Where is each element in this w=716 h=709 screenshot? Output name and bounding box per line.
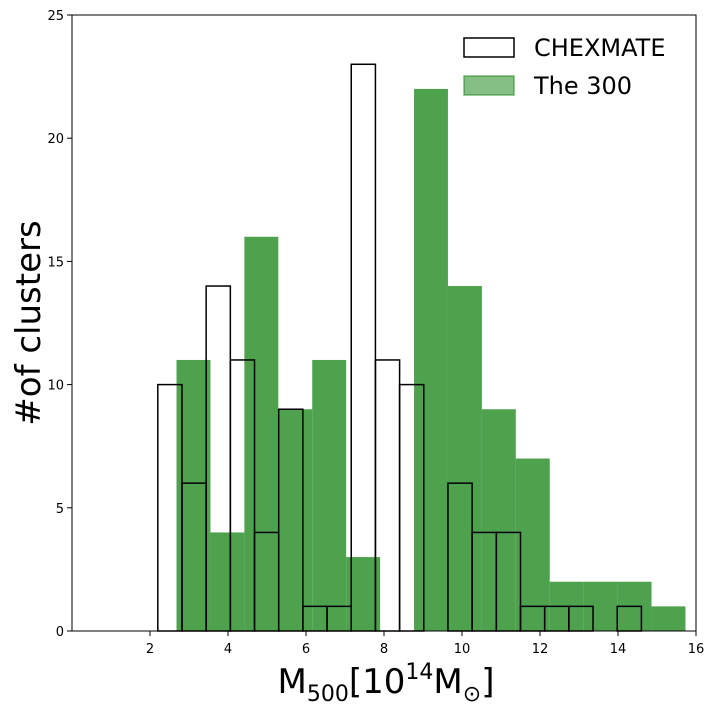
x-label-sub: 500	[307, 682, 349, 707]
x-label-base: M	[278, 662, 307, 702]
x-axis-ticks: 2 4 6 8 10 12 14 16	[146, 631, 704, 657]
x-tick-label: 10	[454, 642, 471, 657]
the-300-bars	[176, 88, 686, 632]
y-tick-label: 15	[47, 255, 64, 270]
bar-the-300	[278, 409, 313, 631]
x-tick-label: 14	[610, 642, 627, 657]
bar-the-300	[312, 359, 347, 631]
x-tick-label: 8	[380, 642, 388, 657]
bar-the-300	[515, 458, 550, 631]
legend-label-the-300: The 300	[533, 72, 632, 100]
x-label-close: ]	[481, 662, 494, 702]
x-tick-label: 16	[688, 642, 705, 657]
x-tick-label: 2	[146, 642, 154, 657]
y-tick-label: 10	[47, 379, 64, 394]
legend-swatch-the-300	[463, 75, 515, 96]
x-label-unit: M	[433, 662, 462, 702]
legend-swatch-chexmate	[463, 37, 515, 58]
x-tick-label: 12	[532, 642, 549, 657]
y-tick-label: 5	[56, 502, 64, 517]
legend-label-chexmate: CHEXMATE	[534, 34, 666, 62]
x-label-unit-sub: ⊙	[463, 682, 481, 707]
legend: CHEXMATE The 300	[463, 34, 666, 100]
bar-the-300	[447, 286, 482, 631]
bar-the-300	[244, 236, 279, 631]
y-tick-label: 20	[47, 132, 64, 147]
x-label-sup: 14	[405, 660, 433, 685]
x-axis-label: M500[1014M⊙]	[278, 660, 495, 707]
bar-the-300	[481, 409, 516, 631]
y-axis-label: #of clusters	[9, 220, 49, 425]
bar-the-300	[651, 606, 686, 631]
x-tick-label: 6	[302, 642, 310, 657]
y-tick-label: 25	[47, 9, 64, 24]
x-tick-label: 4	[224, 642, 232, 657]
x-label-mid: [10	[349, 662, 406, 702]
bar-the-300	[210, 532, 245, 631]
y-tick-label: 0	[56, 625, 64, 640]
bar-the-300	[414, 88, 448, 632]
y-axis-ticks: 0 5 10 15 20 25	[47, 9, 72, 640]
